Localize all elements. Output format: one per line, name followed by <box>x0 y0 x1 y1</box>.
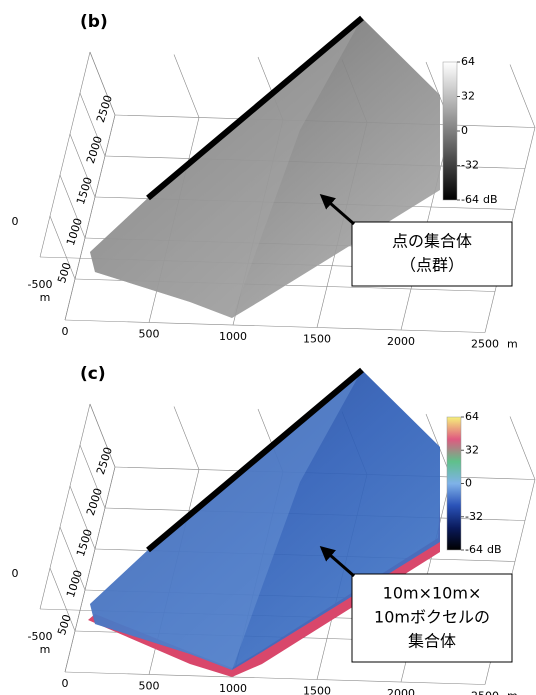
z-unit: m <box>40 643 51 656</box>
colorbar-tick-label: 32 <box>461 90 475 103</box>
annotation-text: 点の集合体 <box>392 232 472 251</box>
grid-line <box>174 407 199 470</box>
colorbar-tick-label: -64 <box>461 193 479 206</box>
colorbar-tick-label: 32 <box>465 443 479 456</box>
z-tick-label: 0 <box>12 215 19 228</box>
panel-label: (b) <box>80 12 108 32</box>
x-tick-label: 2000 <box>387 335 415 348</box>
y-tick-label: 1000 <box>64 569 85 600</box>
grid-line <box>65 320 485 333</box>
z-tick-label: -500 <box>28 630 53 643</box>
x-tick-label: 1500 <box>303 685 331 695</box>
panel-label: (c) <box>80 364 106 384</box>
colorbar-unit: dB <box>487 543 502 556</box>
x-tick-label: 2000 <box>387 687 415 695</box>
x-tick-label: 500 <box>139 328 160 341</box>
colorbar-unit: dB <box>483 193 498 206</box>
colorbar <box>447 417 461 550</box>
x-tick-label: 2500 <box>471 338 499 351</box>
y-tick-label: 2000 <box>84 135 105 166</box>
colorbar-tick-label: -64 <box>465 543 483 556</box>
x-tick-label: 1000 <box>219 330 247 343</box>
plot-panel: 0 500 1000 1500 2000 2500 m 500 1000 1500 2000 2500… <box>12 12 536 351</box>
x-tick-label: 1000 <box>219 682 247 695</box>
grid-line <box>510 65 535 128</box>
grid-line <box>510 417 535 480</box>
y-tick-label: 500 <box>55 261 74 285</box>
x-unit: m <box>507 338 518 351</box>
y-tick-label: 1500 <box>74 528 95 559</box>
z-tick-label: -500 <box>28 278 53 291</box>
colorbar-tick-label: 0 <box>465 477 472 490</box>
y-tick-label: 2500 <box>94 94 115 125</box>
y-tick-label: 1000 <box>64 217 85 248</box>
annotation-text: 10mボクセルの <box>374 608 490 627</box>
y-tick-label: 2000 <box>84 487 105 518</box>
annotation-text: 集合体 <box>408 632 456 651</box>
colorbar-tick-label: 64 <box>465 410 479 423</box>
plot-panel: 0 500 1000 1500 2000 2500 m 500 1000 1500 2000 2500… <box>12 364 536 695</box>
colorbar-tick-label: -32 <box>465 510 483 523</box>
x-tick-label: 2500 <box>471 690 499 695</box>
x-tick-label: 1500 <box>303 333 331 346</box>
annotation-text: （点群） <box>400 256 464 275</box>
z-unit: m <box>40 291 51 304</box>
grid-line <box>174 55 199 118</box>
x-tick-label: 0 <box>62 677 69 690</box>
y-tick-label: 1500 <box>74 176 95 207</box>
y-tick-label: 500 <box>55 613 74 637</box>
x-tick-label: 0 <box>62 325 69 338</box>
z-tick-label: 0 <box>12 567 19 580</box>
colorbar-tick-label: 0 <box>461 124 468 137</box>
x-tick-label: 500 <box>139 680 160 693</box>
x-unit: m <box>507 690 518 695</box>
colorbar-tick-label: 64 <box>461 55 475 68</box>
figure: 0 500 1000 1500 2000 2500 m 500 1000 1500 2000 2500… <box>0 0 536 695</box>
annotation-text: 10m×10m× <box>383 584 482 603</box>
colorbar-tick-label: -32 <box>461 159 479 172</box>
y-tick-label: 2500 <box>94 446 115 477</box>
grid-line <box>65 672 485 685</box>
colorbar <box>443 62 457 200</box>
